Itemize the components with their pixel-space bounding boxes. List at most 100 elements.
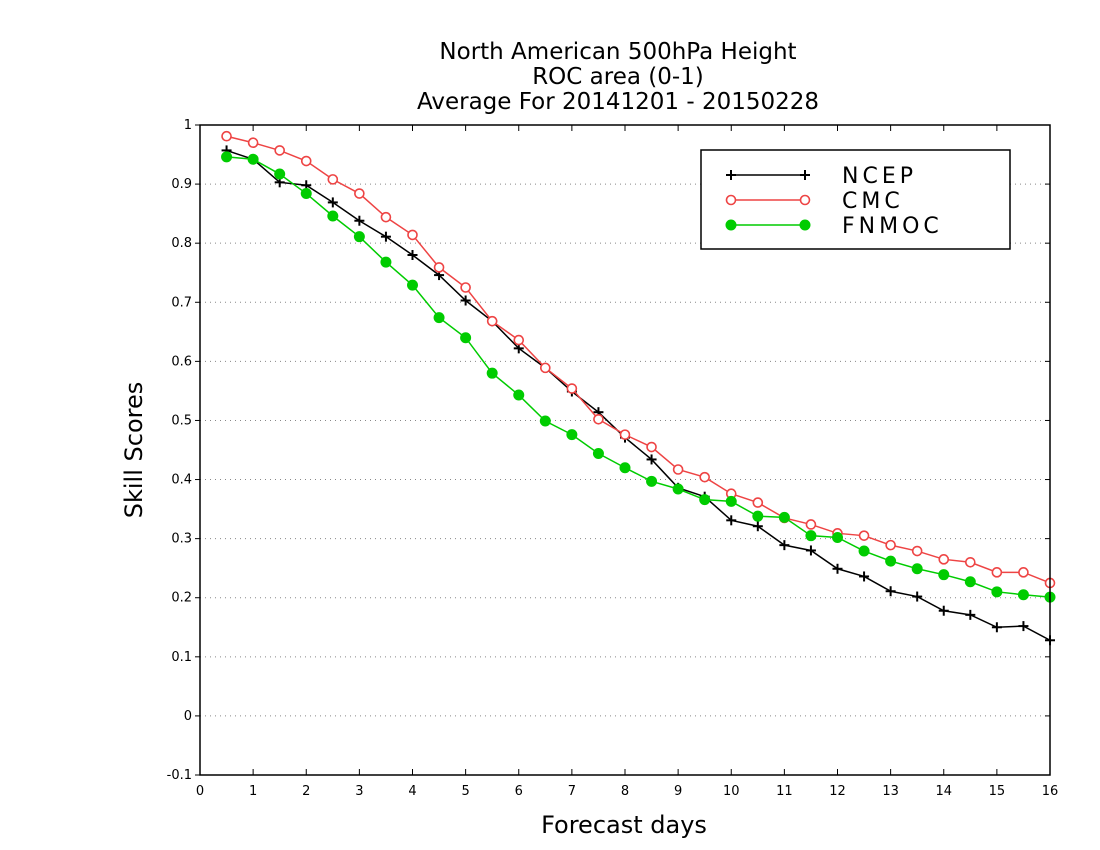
fnmoc-point [832, 531, 843, 543]
x-tick-label: 12 [829, 784, 846, 799]
fnmoc-point [433, 312, 445, 324]
fnmoc-point [805, 530, 817, 542]
y-tick-label: 0.5 [171, 413, 192, 428]
legend-ncep-point [726, 170, 736, 180]
cmc-point [672, 464, 684, 475]
cmc-point [221, 130, 232, 142]
x-tick-label: 4 [408, 784, 416, 799]
x-tick-label: 16 [1042, 784, 1059, 799]
chart-title-line-3: Average For 20141201 - 20150228 [417, 89, 819, 115]
x-tick-label: 5 [461, 784, 469, 799]
cmc-point [619, 429, 631, 440]
plot-frame [199, 124, 1051, 776]
ncep-point [1018, 621, 1029, 632]
series-layer [221, 130, 1056, 646]
fnmoc-point [885, 555, 897, 567]
fnmoc-point [327, 210, 339, 222]
y-tick-label: 0.7 [171, 295, 192, 310]
legend-label-ncep: NCEP [842, 164, 917, 189]
cmc-point [858, 530, 870, 541]
fnmoc-point [300, 188, 312, 200]
y-tick-label: 0.9 [171, 177, 192, 192]
legend-entry-fnmoc: FNMOC [725, 214, 943, 239]
ncep-point [327, 197, 338, 208]
cmc-point [646, 441, 657, 453]
x-tick-label: 11 [776, 784, 793, 799]
legend-fnmoc-point [799, 219, 811, 231]
cmc-point [433, 262, 445, 273]
cmc-point [1018, 567, 1029, 578]
cmc-point [965, 556, 976, 568]
fnmoc-point [460, 332, 472, 344]
gridlines [200, 183, 1050, 717]
fnmoc-point [274, 168, 286, 180]
cmc-point [460, 282, 471, 293]
fnmoc-point [380, 256, 392, 268]
cmc-point [805, 519, 817, 530]
x-tick-label: 3 [355, 784, 363, 799]
cmc-point [885, 539, 896, 551]
cmc-point [991, 567, 1003, 578]
ncep-point [912, 591, 923, 602]
y-axis-ticks: -0.1 0 0.1 0.2 0.3 0.4 0.5 0.6 0.7 0.8 0.9 1 [167, 118, 1050, 783]
fnmoc-point [646, 475, 658, 487]
y-tick-label: 0.3 [171, 532, 192, 547]
ncep-point [991, 622, 1002, 633]
legend-label-fnmoc: FNMOC [842, 214, 943, 239]
chart-title-line-1: North American 500hPa Height [439, 39, 796, 65]
x-tick-label: 14 [935, 784, 952, 799]
fnmoc-point [991, 586, 1003, 598]
fnmoc-point [353, 231, 365, 243]
y-tick-label: -0.1 [167, 768, 192, 783]
fnmoc-point [699, 494, 711, 506]
fnmoc-point [911, 563, 923, 575]
ncep-point [752, 521, 763, 532]
fnmoc-point [778, 511, 790, 523]
cmc-point [300, 155, 312, 167]
fnmoc-point [1017, 589, 1029, 601]
x-tick-label: 10 [723, 784, 740, 799]
cmc-point [752, 497, 764, 508]
fnmoc-point [247, 153, 259, 165]
cmc-point [327, 174, 339, 185]
x-axis-ticks: 0 1 2 3 4 5 6 7 8 9 10 11 12 13 14 15 16 [196, 125, 1058, 799]
fnmoc-point [619, 462, 631, 474]
ncep-point [832, 563, 843, 574]
fnmoc-point [725, 495, 737, 507]
cmc-point [486, 315, 498, 327]
fnmoc-point [858, 545, 870, 557]
y-axis-label: Skill Scores [120, 382, 148, 519]
cmc-point [247, 137, 259, 149]
legend-ncep-point [800, 170, 810, 180]
cmc-point [540, 362, 551, 374]
legend-entry-ncep: NCEP [726, 164, 917, 189]
ncep-point [646, 454, 657, 465]
fnmoc-point [566, 429, 578, 441]
chart-title-line-2: ROC area (0-1) [532, 64, 704, 90]
ncep-point [965, 609, 976, 620]
y-tick-label: 0 [184, 709, 192, 724]
ncep-point [805, 545, 816, 556]
fnmoc-point [592, 448, 604, 460]
x-tick-label: 9 [674, 784, 682, 799]
ncep-point [885, 586, 896, 597]
y-tick-label: 0.8 [171, 236, 192, 251]
cmc-point [354, 188, 365, 199]
legend-entry-cmc: CMC [725, 189, 900, 214]
y-tick-label: 0.2 [171, 591, 192, 606]
cmc-point [593, 413, 604, 425]
cmc-point [407, 229, 418, 241]
fnmoc-point [513, 389, 525, 401]
ncep-point [380, 231, 391, 242]
x-tick-label: 13 [882, 784, 899, 799]
ncep-point [938, 605, 949, 616]
cmc-point [566, 383, 578, 394]
cmc-point [274, 145, 285, 156]
fnmoc-point [486, 367, 498, 379]
y-tick-label: 0.1 [171, 650, 192, 665]
ncep-point [779, 540, 790, 551]
series-fnmoc [221, 151, 1056, 603]
